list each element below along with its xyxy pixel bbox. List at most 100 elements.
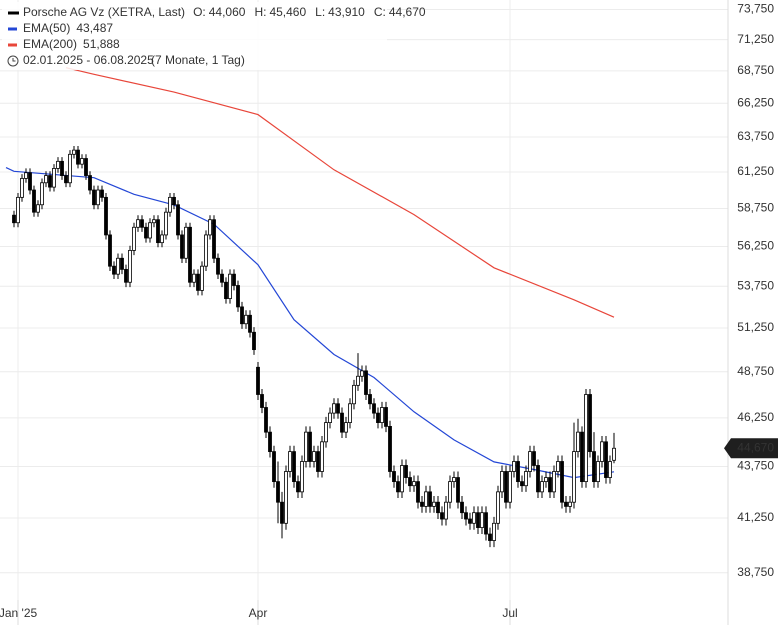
candle-body — [344, 422, 348, 433]
price-tag-label: 44,670 — [737, 440, 774, 454]
clock-icon — [7, 55, 19, 67]
candle-body — [60, 160, 64, 176]
candle-body — [476, 512, 480, 528]
candle-body — [448, 481, 452, 503]
candle-body — [192, 273, 196, 283]
candle-body — [168, 196, 172, 213]
ohlc-key: C: — [374, 5, 386, 19]
candle-body — [340, 412, 344, 433]
candle-body — [320, 441, 324, 472]
candle-body — [308, 431, 312, 462]
candle-body — [16, 196, 20, 224]
candle-body — [160, 234, 164, 244]
candle-body — [552, 471, 556, 493]
candle-body — [556, 461, 560, 472]
candle-body — [44, 175, 48, 184]
candle-body — [128, 250, 132, 283]
candle-body — [356, 375, 360, 386]
candle-body — [600, 441, 604, 462]
candle-body — [504, 471, 508, 503]
y-tick-label: 38,750 — [737, 565, 774, 579]
candle-body — [408, 477, 412, 487]
candle-body — [52, 168, 56, 188]
candle-body — [404, 465, 408, 478]
legend-background — [2, 2, 387, 70]
candle-body — [252, 331, 256, 351]
candle-body — [428, 491, 432, 507]
candle-body — [36, 204, 40, 213]
ohlc-value: 45,460 — [269, 5, 306, 19]
candle-body — [576, 431, 580, 453]
candle-body — [132, 226, 136, 251]
candle-body — [516, 461, 520, 483]
y-tick-label: 46,250 — [737, 410, 774, 424]
candle-body — [68, 153, 72, 184]
candle-body — [104, 196, 108, 236]
candle-body — [224, 281, 228, 300]
x-tick-label: Apr — [249, 606, 268, 620]
candle-body — [584, 394, 588, 483]
y-tick-label: 56,250 — [737, 239, 774, 253]
candle-body — [164, 211, 168, 236]
candle-body — [508, 471, 512, 503]
candle-body — [280, 501, 284, 524]
candle-body — [196, 273, 200, 291]
candles — [12, 145, 616, 548]
y-tick-label: 51,250 — [737, 320, 774, 334]
candle-body — [108, 234, 112, 267]
candle-body — [416, 481, 420, 503]
candle-body — [604, 441, 608, 478]
candle-body — [300, 461, 304, 493]
y-tick-label: 71,250 — [737, 32, 774, 46]
candle-body — [548, 477, 552, 493]
price-tag-shape — [724, 438, 778, 459]
candle-body — [240, 306, 244, 325]
candle-body — [464, 512, 468, 520]
candle-body — [312, 451, 316, 462]
candle-body — [396, 481, 400, 493]
candle-body — [100, 189, 104, 198]
candle-body — [452, 477, 456, 483]
candle-body — [304, 431, 308, 462]
x-tick-label: Jan '25 — [0, 606, 37, 620]
candle-body — [152, 219, 156, 224]
candle-body — [480, 512, 484, 528]
candle-body — [488, 533, 492, 541]
candle-body — [284, 471, 288, 524]
candle-body — [324, 422, 328, 443]
candle-body — [288, 451, 292, 472]
candle-body — [32, 189, 36, 213]
ohlc-key: L: — [315, 5, 325, 19]
candle-body — [332, 403, 336, 414]
y-tick-label: 63,750 — [737, 129, 774, 143]
x-tick-label: Jul — [502, 606, 517, 620]
candle-body — [328, 412, 332, 423]
candle-body — [568, 501, 572, 507]
candle-body — [56, 160, 60, 169]
candle-body — [40, 182, 44, 206]
candle-body — [380, 407, 384, 423]
candle-body — [112, 265, 116, 275]
candle-body — [248, 314, 252, 333]
candle-body — [360, 370, 364, 377]
candle-body — [80, 158, 84, 165]
candle-body — [532, 451, 536, 466]
ema-line — [65, 67, 615, 318]
candle-body — [444, 501, 448, 520]
candle-body — [492, 522, 496, 541]
candle-body — [384, 407, 388, 427]
candle-body — [268, 431, 272, 453]
candle-body — [212, 219, 216, 259]
candle-body — [228, 273, 232, 300]
y-tick-label: 48,750 — [737, 364, 774, 378]
candle-body — [436, 501, 440, 514]
candle-body — [588, 394, 592, 453]
candle-body — [376, 412, 380, 423]
candle-body — [392, 471, 396, 483]
candle-body — [564, 501, 568, 507]
candle-body — [608, 461, 612, 478]
candle-body — [440, 512, 444, 520]
candle-body — [276, 481, 280, 503]
y-tick-label: 73,750 — [737, 2, 774, 16]
